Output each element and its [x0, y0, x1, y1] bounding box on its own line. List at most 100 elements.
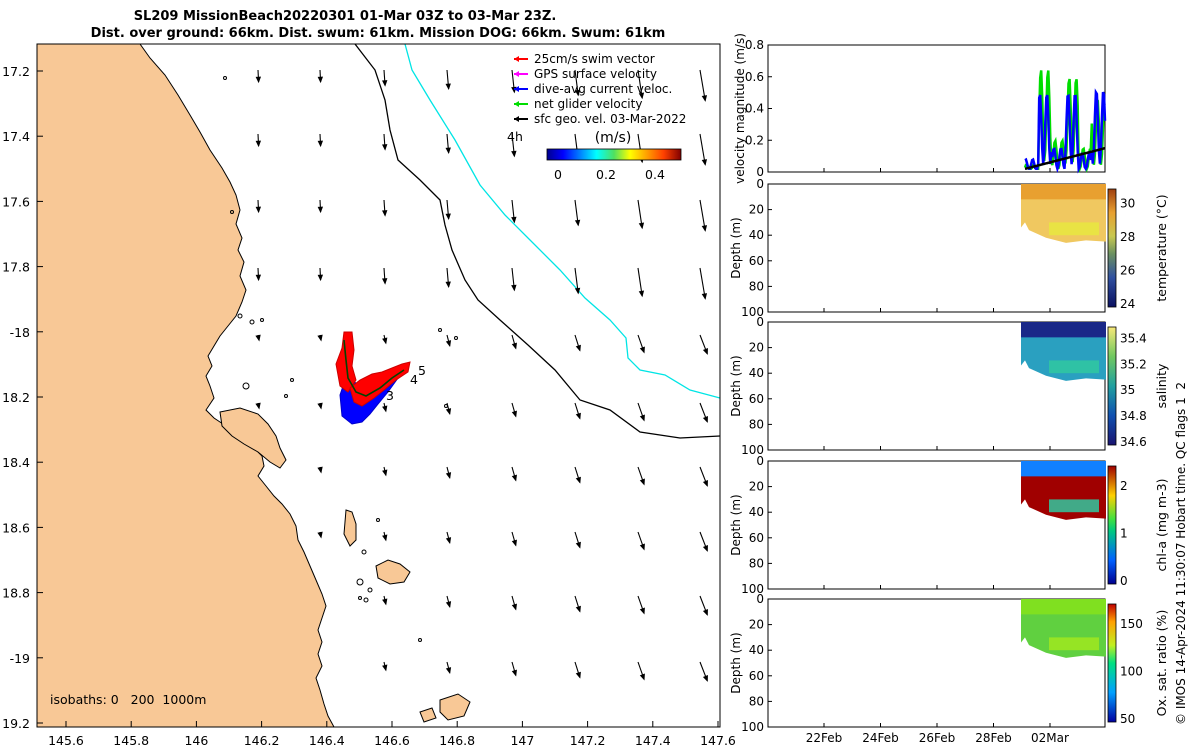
panel-colorbar-tick: 150	[1120, 617, 1143, 631]
geo-arrow-head	[382, 210, 388, 217]
panel-1: 0 20 40 60 80 100 Depth (m) 24 26 28 30 temperature…	[729, 177, 1169, 319]
legend-swatch-head	[514, 86, 519, 92]
geo-arrow-head	[638, 92, 645, 100]
figure-title-line2: Dist. over ground: 66km. Dist. swum: 61k…	[91, 26, 666, 41]
panel-ytick-label: 20	[749, 203, 764, 217]
geo-arrow-head	[382, 405, 388, 413]
geo-arrow-head	[702, 415, 708, 423]
geo-arrow-head	[382, 598, 388, 606]
panel-ytick-label: 80	[749, 556, 764, 570]
track-label-5: 5	[418, 363, 426, 378]
geo-arrow-head	[575, 344, 581, 352]
geo-arrow-head	[575, 605, 581, 613]
isobaths-note: isobaths: 0 200 1000m	[50, 692, 206, 707]
geo-arrow-head	[511, 669, 517, 677]
geo-arrow-head	[511, 410, 517, 418]
map-lat-tick-label: 18.8	[2, 586, 30, 601]
map-lon-tick-label: 145.8	[113, 733, 149, 748]
panel-colorbar-label: Ox. sat. ratio (%)	[1154, 610, 1169, 717]
map-lat-tick-label: 17.2	[2, 64, 30, 79]
profile-heatmap-surface	[1021, 599, 1106, 615]
panel-colorbar-tick: 35	[1120, 383, 1135, 397]
geo-arrow-head	[511, 342, 517, 350]
panel-ytick-label: 40	[749, 228, 764, 242]
track-label-4: 4	[410, 372, 418, 387]
panel-colorbar-gradient	[1107, 188, 1117, 308]
geo-arrow-head	[445, 213, 451, 221]
map-axis-ticks: 145.6 145.8 146 146.2 146.4 146.6 146.8 147 147.…	[2, 64, 736, 748]
geo-arrow-head	[255, 76, 262, 84]
legend-swatch-head	[514, 101, 519, 107]
time-tick-label: 22Feb	[806, 731, 843, 745]
speed-colorbar-tick-1: 0.2	[596, 167, 616, 182]
geo-arrow-head	[575, 671, 581, 679]
track-label-3: 3	[386, 388, 394, 403]
profile-heatmap-surface	[1021, 322, 1106, 338]
panel-colorbar-tick: 28	[1120, 230, 1135, 244]
profile-heatmap-deep	[1049, 222, 1099, 236]
panel-ytick-label: 40	[749, 366, 764, 380]
panel-colorbar-tick: 24	[1120, 297, 1135, 311]
panel-colorbar-gradient	[1107, 326, 1117, 446]
map-lat-tick-label: -19	[10, 651, 30, 666]
panel-colorbar-tick: 26	[1120, 263, 1135, 277]
panel-ytick-label: 60	[749, 531, 764, 545]
panel-ytick-label: 100	[741, 443, 764, 457]
map-lat-tick-label: 18.6	[2, 520, 30, 535]
map-lon-tick-label: 147.2	[570, 733, 606, 748]
panel-ytick-label: 0	[756, 165, 764, 179]
geo-arrow-head	[638, 222, 645, 230]
panel-ytick-label: 100	[741, 582, 764, 596]
panel-ytick-label: 0	[756, 315, 764, 329]
map-lon-tick-label: 146.2	[244, 733, 280, 748]
map-lat-tick-label: 19.2	[2, 716, 30, 731]
map-lon-tick-label: 146.8	[439, 733, 475, 748]
geo-arrow-head	[511, 216, 517, 224]
geo-arrow-head	[445, 408, 452, 416]
legend-label: net glider velocity	[534, 97, 642, 111]
panel-ytick-label: 60	[749, 392, 764, 406]
geo-arrow-shaft	[699, 133, 706, 165]
geo-arrow-head	[639, 414, 645, 422]
profile-heatmap-surface	[1021, 461, 1106, 477]
geo-arrow-shaft	[699, 267, 706, 299]
panel-colorbar-tick: 30	[1120, 196, 1135, 210]
geo-arrow-head	[702, 608, 708, 616]
geo-arrow-head	[639, 478, 645, 486]
time-tick-label: 26Feb	[919, 731, 956, 745]
geo-arrow-head	[445, 281, 451, 289]
glider-track	[335, 331, 411, 425]
geo-arrow-head	[445, 147, 451, 155]
isobath-1000m	[404, 44, 720, 399]
panel-colorbar-label: salinity	[1154, 363, 1169, 408]
geo-arrow-head	[639, 543, 645, 551]
map-lat-tick-label: 17.4	[2, 129, 30, 144]
panel-colorbar-gradient	[1107, 603, 1117, 723]
geo-arrow-head	[382, 278, 388, 285]
map-lon-tick-label: 147.4	[635, 733, 671, 748]
panel-ytick-label: 0.4	[745, 102, 764, 116]
geo-arrow-head	[575, 541, 581, 549]
geo-arrow-head	[382, 80, 388, 87]
geo-arrow-head	[511, 603, 517, 611]
panel-ylabel: velocity magnitude (m/s)	[733, 33, 747, 184]
panel-ytick-label: 0.8	[745, 38, 764, 52]
palm-island	[375, 559, 411, 585]
panel-ytick-label: 80	[749, 417, 764, 431]
map-lat-tick-label: 18.4	[2, 455, 30, 470]
time-tick-label: 02Mar	[1031, 731, 1069, 745]
geo-arrow-head	[639, 607, 645, 615]
geo-arrow-head	[317, 466, 323, 474]
geo-arrow-head	[701, 159, 708, 166]
track-label-4h: 4h	[507, 129, 523, 144]
speed-colorbar-tick-0: 0	[554, 167, 562, 182]
legend-swatch-head	[514, 56, 519, 62]
panel-ytick-label: 0	[756, 592, 764, 606]
panel-2: 0 20 40 60 80 100 Depth (m) 34.6 34.8 35 35.2 35.4 s…	[729, 315, 1169, 457]
panel-colorbar-tick: 35.2	[1120, 357, 1147, 371]
geo-arrow-head	[317, 334, 323, 342]
